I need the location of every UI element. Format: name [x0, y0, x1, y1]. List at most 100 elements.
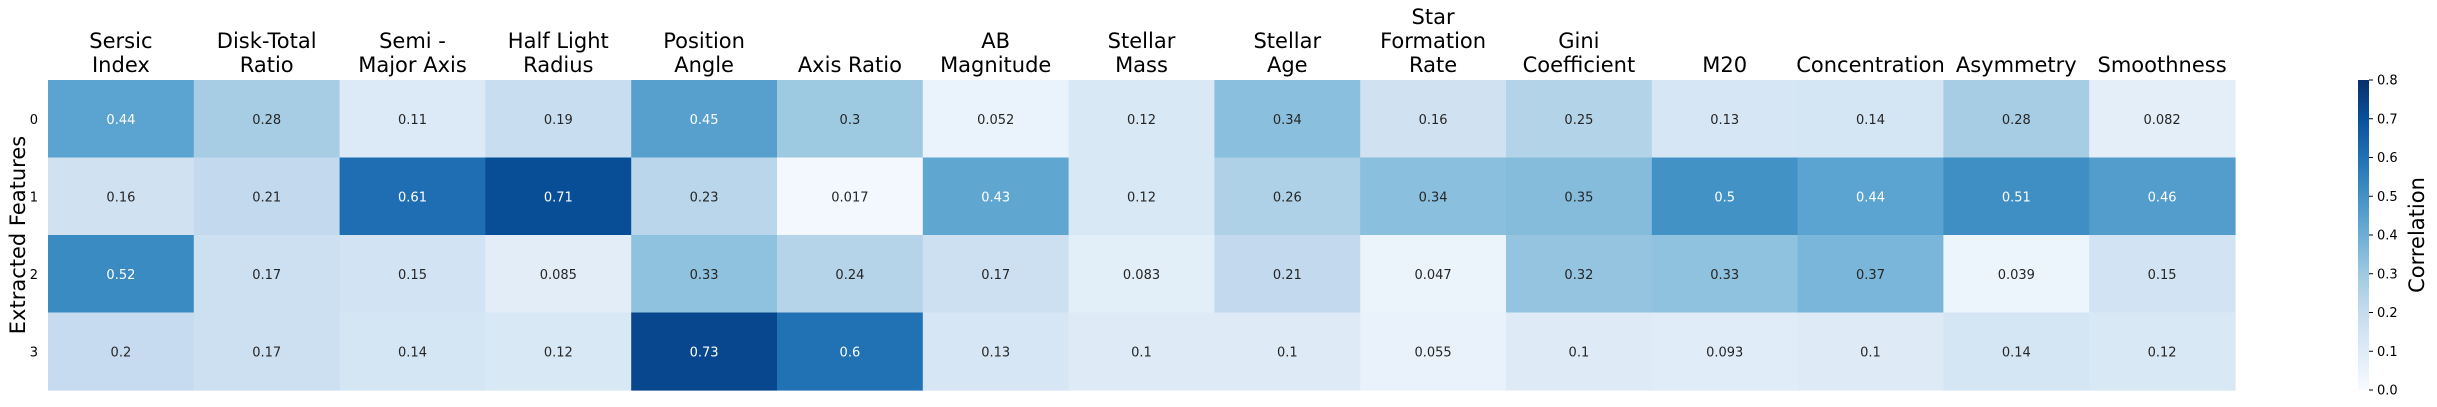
cell-value-label: 0.14: [1856, 113, 1885, 128]
cell-value-label: 0.61: [398, 190, 427, 205]
heatmap-cell: [1506, 157, 1653, 236]
x-tick-label: Position Angle: [663, 29, 745, 77]
cell-value-label: 0.1: [1131, 345, 1152, 360]
cell-value-label: 0.12: [1127, 190, 1156, 205]
heatmap-cell: [1943, 157, 2090, 236]
heatmap-cell: [1360, 312, 1507, 391]
colorbar-tick-label: 0.2: [2377, 306, 2398, 321]
heatmap-cell: [922, 80, 1070, 159]
colorbar-title: Correlation: [2405, 177, 2429, 293]
x-tick-label-line: Age: [1267, 53, 1308, 77]
colorbar-tick-label: 0.3: [2377, 267, 2398, 282]
y-tick-label: 1: [30, 190, 38, 205]
heatmap-cell: [1651, 312, 1799, 391]
heatmap-cell: [193, 157, 341, 236]
colorbar-tick-label: 0.1: [2377, 345, 2398, 360]
x-tick-label-line: Radius: [523, 53, 593, 77]
cell-value-label: 0.13: [981, 345, 1010, 360]
cell-value-label: 0.052: [977, 113, 1014, 128]
x-tick-label-line: Semi -: [379, 29, 446, 53]
cell-value-label: 0.17: [252, 268, 281, 283]
heatmap-cell: [1360, 157, 1507, 236]
x-tick-label: M20: [1702, 53, 1747, 77]
cell-value-label: 0.047: [1414, 268, 1451, 283]
x-tick-label: Sersic Index: [89, 29, 152, 77]
x-tick-label: Half Light Radius: [508, 29, 609, 77]
x-tick-label-line: Coefficient: [1523, 53, 1636, 77]
cell-value-label: 0.32: [1564, 268, 1593, 283]
heatmap-cell: [1068, 80, 1215, 159]
x-tick-label-line: Gini: [1558, 29, 1599, 53]
cell-value-label: 0.17: [252, 345, 281, 360]
heatmap-cell: [1797, 157, 1944, 236]
heatmap-cell: [1797, 80, 1944, 159]
heatmap-cell: [1068, 312, 1215, 391]
cell-value-label: 0.28: [2002, 113, 2031, 128]
cell-value-label: 0.16: [1419, 113, 1448, 128]
heatmap-cell: [193, 312, 341, 391]
heatmap-cell: [922, 312, 1070, 391]
heatmap-cell: [485, 157, 632, 236]
heatmap-cell: [1214, 80, 1361, 159]
cell-value-label: 0.13: [1710, 113, 1739, 128]
x-tick-label-line: Star: [1412, 5, 1455, 29]
cell-value-label: 0.52: [106, 268, 135, 283]
cell-value-label: 0.082: [2143, 113, 2180, 128]
x-tick-label-line: Asymmetry: [1956, 53, 2077, 77]
x-tick-label-line: Index: [92, 53, 150, 77]
heatmap-cell: [1943, 235, 2090, 314]
cell-value-label: 0.1: [1277, 345, 1298, 360]
cell-value-label: 0.35: [1564, 190, 1593, 205]
x-tick-label-line: Smoothness: [2098, 53, 2227, 77]
heatmap-cell: [1068, 235, 1215, 314]
x-tick-label: Star Formation Rate: [1380, 5, 1486, 77]
heatmap-cell: [48, 312, 195, 391]
cell-value-label: 0.6: [840, 345, 861, 360]
colorbar-tick-label: 0.8: [2377, 74, 2398, 89]
x-tick-label: Disk-Total Ratio: [217, 29, 317, 77]
x-tick-label-line: Stellar: [1108, 29, 1176, 53]
cell-value-label: 0.26: [1273, 190, 1302, 205]
cell-value-label: 0.1: [1569, 345, 1590, 360]
heatmap-cell: [777, 80, 924, 159]
x-tick-label-line: Major Axis: [358, 53, 467, 77]
x-tick-label: Stellar Age: [1253, 29, 1321, 77]
cell-value-label: 0.34: [1419, 190, 1448, 205]
cell-value-label: 0.14: [398, 345, 427, 360]
cell-value-label: 0.3: [840, 113, 861, 128]
heatmap-cell: [193, 235, 341, 314]
colorbar-tick-label: 0.5: [2377, 190, 2398, 205]
cell-value-label: 0.45: [690, 113, 719, 128]
colorbar-tick-label: 0.6: [2377, 151, 2398, 166]
heatmap-cell: [631, 157, 778, 236]
x-tick-label-line: Concentration: [1796, 53, 1945, 77]
heatmap-cell: [1797, 312, 1944, 391]
colorbar: [2358, 80, 2369, 390]
x-tick-label: Semi -Major Axis: [358, 29, 467, 77]
cell-value-label: 0.37: [1856, 268, 1885, 283]
heatmap-cell: [1506, 80, 1653, 159]
cell-value-label: 0.12: [1127, 113, 1156, 128]
heatmap-cell: [48, 235, 195, 314]
heatmap-cell: [1506, 235, 1653, 314]
cell-value-label: 0.055: [1414, 345, 1451, 360]
cell-value-label: 0.51: [2002, 190, 2031, 205]
heatmap-cell: [1943, 312, 2090, 391]
cell-value-label: 0.19: [544, 113, 573, 128]
heatmap-cell: [1797, 235, 1944, 314]
heatmap-cell: [1506, 312, 1653, 391]
heatmap-cell: [631, 80, 778, 159]
x-tick-label-line: Half Light: [508, 29, 609, 53]
cell-value-label: 0.28: [252, 113, 281, 128]
x-tick-label: Concentration: [1796, 53, 1945, 77]
cell-value-label: 0.5: [1714, 190, 1735, 205]
heatmap-cell: [2089, 157, 2236, 236]
cell-value-label: 0.24: [835, 268, 864, 283]
heatmap-cell: [1651, 80, 1799, 159]
x-tick-label-line: M20: [1702, 53, 1747, 77]
x-tick-label: Stellar Mass: [1108, 29, 1176, 77]
heatmap-cell: [631, 312, 778, 391]
cell-value-label: 0.34: [1273, 113, 1302, 128]
x-tick-label: Asymmetry: [1956, 53, 2077, 77]
x-tick-label-line: Axis Ratio: [798, 53, 902, 77]
